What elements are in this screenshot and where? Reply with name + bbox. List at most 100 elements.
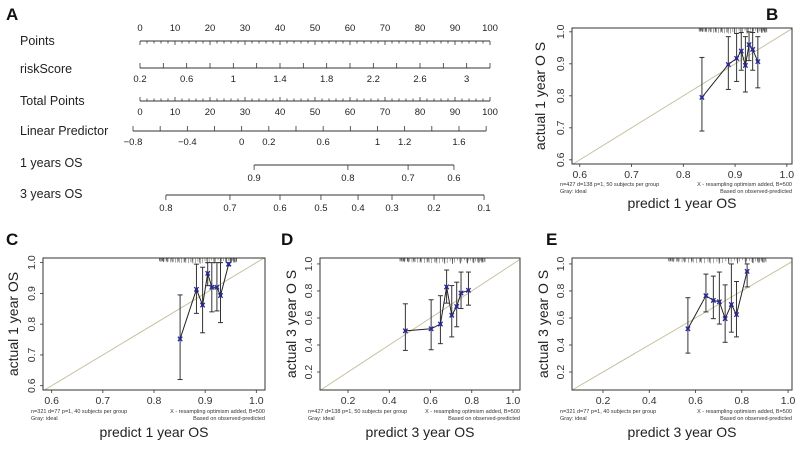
tick-label: 0.7 xyxy=(401,173,414,184)
tick-label: 30 xyxy=(240,23,251,34)
data-point xyxy=(734,313,739,317)
data-point xyxy=(429,327,433,331)
x-tick-label: 0.8 xyxy=(676,169,691,181)
y-tick-label: 0.6 xyxy=(303,311,315,326)
data-point xyxy=(444,285,449,289)
data-point xyxy=(466,288,471,292)
data-point xyxy=(743,63,748,68)
tick-label: 0.3 xyxy=(385,203,398,214)
footer-sample-info: n=321 d=77 p=1, 40 subjects per group xyxy=(560,409,656,415)
tick-label: 1.2 xyxy=(398,137,411,148)
x-tick-label: 0.6 xyxy=(688,395,703,407)
tick-label: 0 xyxy=(137,23,142,34)
nomogram-row-points: Points 0 10 20 30 40 50 60 70 80 90 100 xyxy=(20,23,498,48)
y-axis-label: actual 1 year OS xyxy=(5,272,21,376)
data-point xyxy=(206,271,210,275)
y-tick-label: 0.8 xyxy=(303,284,315,299)
nomogram-row-linear-predictor: Linear Predictor −0.8 −0.4 0 0.2 0.6 1 1.2 1.6 xyxy=(20,124,487,148)
data-point xyxy=(747,43,751,47)
plot-frame xyxy=(319,257,521,391)
tick-label: 3 xyxy=(464,74,469,85)
y-tick-label: 0.9 xyxy=(555,56,567,71)
footer-ideal-note: Gray: ideal xyxy=(560,189,587,195)
panel-letter-e: E xyxy=(546,230,557,249)
y-tick-label: 0.6 xyxy=(555,152,567,167)
tick-label: 1 xyxy=(375,137,380,148)
tick-label: 0.5 xyxy=(314,203,327,214)
data-point xyxy=(200,303,205,307)
data-point xyxy=(729,302,733,307)
footer-ideal-note: Gray: ideal xyxy=(308,416,335,422)
x-tick-label: 1.0 xyxy=(780,169,795,181)
y-tick-label: 0.2 xyxy=(555,365,567,380)
tick-label: 2.6 xyxy=(413,74,426,85)
data-point xyxy=(756,60,760,64)
row-label: Linear Predictor xyxy=(20,124,108,138)
data-point xyxy=(455,304,459,309)
tick-label: 0.6 xyxy=(317,137,330,148)
tick-label: 0.4 xyxy=(351,203,364,214)
data-point xyxy=(215,285,219,289)
tick-label: 10 xyxy=(170,107,181,118)
x-tick-label: 0.4 xyxy=(642,395,657,407)
plot-frame xyxy=(571,257,793,391)
tick-label: 40 xyxy=(275,107,286,118)
calibration-plot-e: 0.2 0.4 0.6 0.8 1.0 0.2 0.4 0.6 0.8 1.0 actual 3 y… xyxy=(535,256,796,440)
x-tick-label: 1.0 xyxy=(249,395,264,407)
footer-resampling-note: X - resampling optimism added, B=500 xyxy=(170,409,265,415)
ideal-line xyxy=(572,28,793,165)
data-point xyxy=(194,287,199,291)
tick-label: 20 xyxy=(205,23,216,34)
rug xyxy=(159,258,237,264)
nomogram-row-total-points: Total Points 0 10 20 30 40 50 60 70 80 90 100 xyxy=(20,94,498,118)
tick-label: 1 xyxy=(231,74,236,85)
tick-label: 70 xyxy=(380,23,391,34)
tick-label: 90 xyxy=(450,107,461,118)
x-tick-label: 1.0 xyxy=(781,395,796,407)
x-tick-label: 0.8 xyxy=(464,395,479,407)
y-axis-label: actual 3 year O S xyxy=(283,270,299,378)
nomogram-row-1-years-os: 1 years OS 0.9 0.8 0.7 0.6 xyxy=(20,156,461,184)
footer-basis-note: Based on observed-predicted xyxy=(720,416,792,422)
x-tick-label: 0.7 xyxy=(96,395,111,407)
x-axis-label: predict 1 year OS xyxy=(100,424,209,440)
data-point xyxy=(751,47,755,52)
footer-sample-info: n=427 d=138 p=1, 50 subjects per group xyxy=(560,182,659,188)
data-point xyxy=(403,329,407,333)
tick-label: 50 xyxy=(310,107,321,118)
footer-resampling-note: X - resampling optimism added, B=500 xyxy=(697,409,792,415)
data-point xyxy=(745,269,749,273)
data-point xyxy=(726,62,730,67)
rug xyxy=(698,28,768,34)
tick-label: 1.6 xyxy=(452,137,465,148)
tick-label: 0.1 xyxy=(477,203,490,214)
tick-label: 0.9 xyxy=(247,173,260,184)
panel-letter-b: B xyxy=(766,5,778,24)
data-point xyxy=(711,298,715,303)
x-tick-label: 0.2 xyxy=(596,395,611,407)
x-tick-label: 0.8 xyxy=(734,395,749,407)
y-tick-label: 0.9 xyxy=(26,286,38,301)
data-point xyxy=(178,337,182,341)
footer-ideal-note: Gray: ideal xyxy=(31,416,58,422)
x-axis-label: predict 1 year OS xyxy=(628,195,737,211)
panel-letter-c: C xyxy=(6,230,18,249)
plot-frame xyxy=(571,27,793,165)
x-axis-label: predict 3 year OS xyxy=(628,424,737,440)
nomogram-row-riskscore: riskScore 0.2 0.6 1 1.4 1.8 2.2 2.6 3 xyxy=(20,62,491,85)
tick-label: 1.4 xyxy=(273,74,286,85)
x-tick-label: 0.2 xyxy=(341,395,356,407)
row-label: Points xyxy=(20,34,55,48)
x-tick-label: 0.4 xyxy=(382,395,397,407)
data-point xyxy=(210,285,214,289)
data-point xyxy=(450,313,454,317)
tick-label: 70 xyxy=(380,107,391,118)
y-tick-label: 0.8 xyxy=(26,317,38,332)
tick-label: 0.2 xyxy=(427,203,440,214)
nomogram-row-3-years-os: 3 years OS 0.8 0.7 0.6 0.5 0.4 0.3 0.2 0.1 xyxy=(20,187,491,214)
data-point xyxy=(227,262,231,266)
y-tick-label: 0.8 xyxy=(555,284,567,299)
data-point xyxy=(717,300,721,304)
